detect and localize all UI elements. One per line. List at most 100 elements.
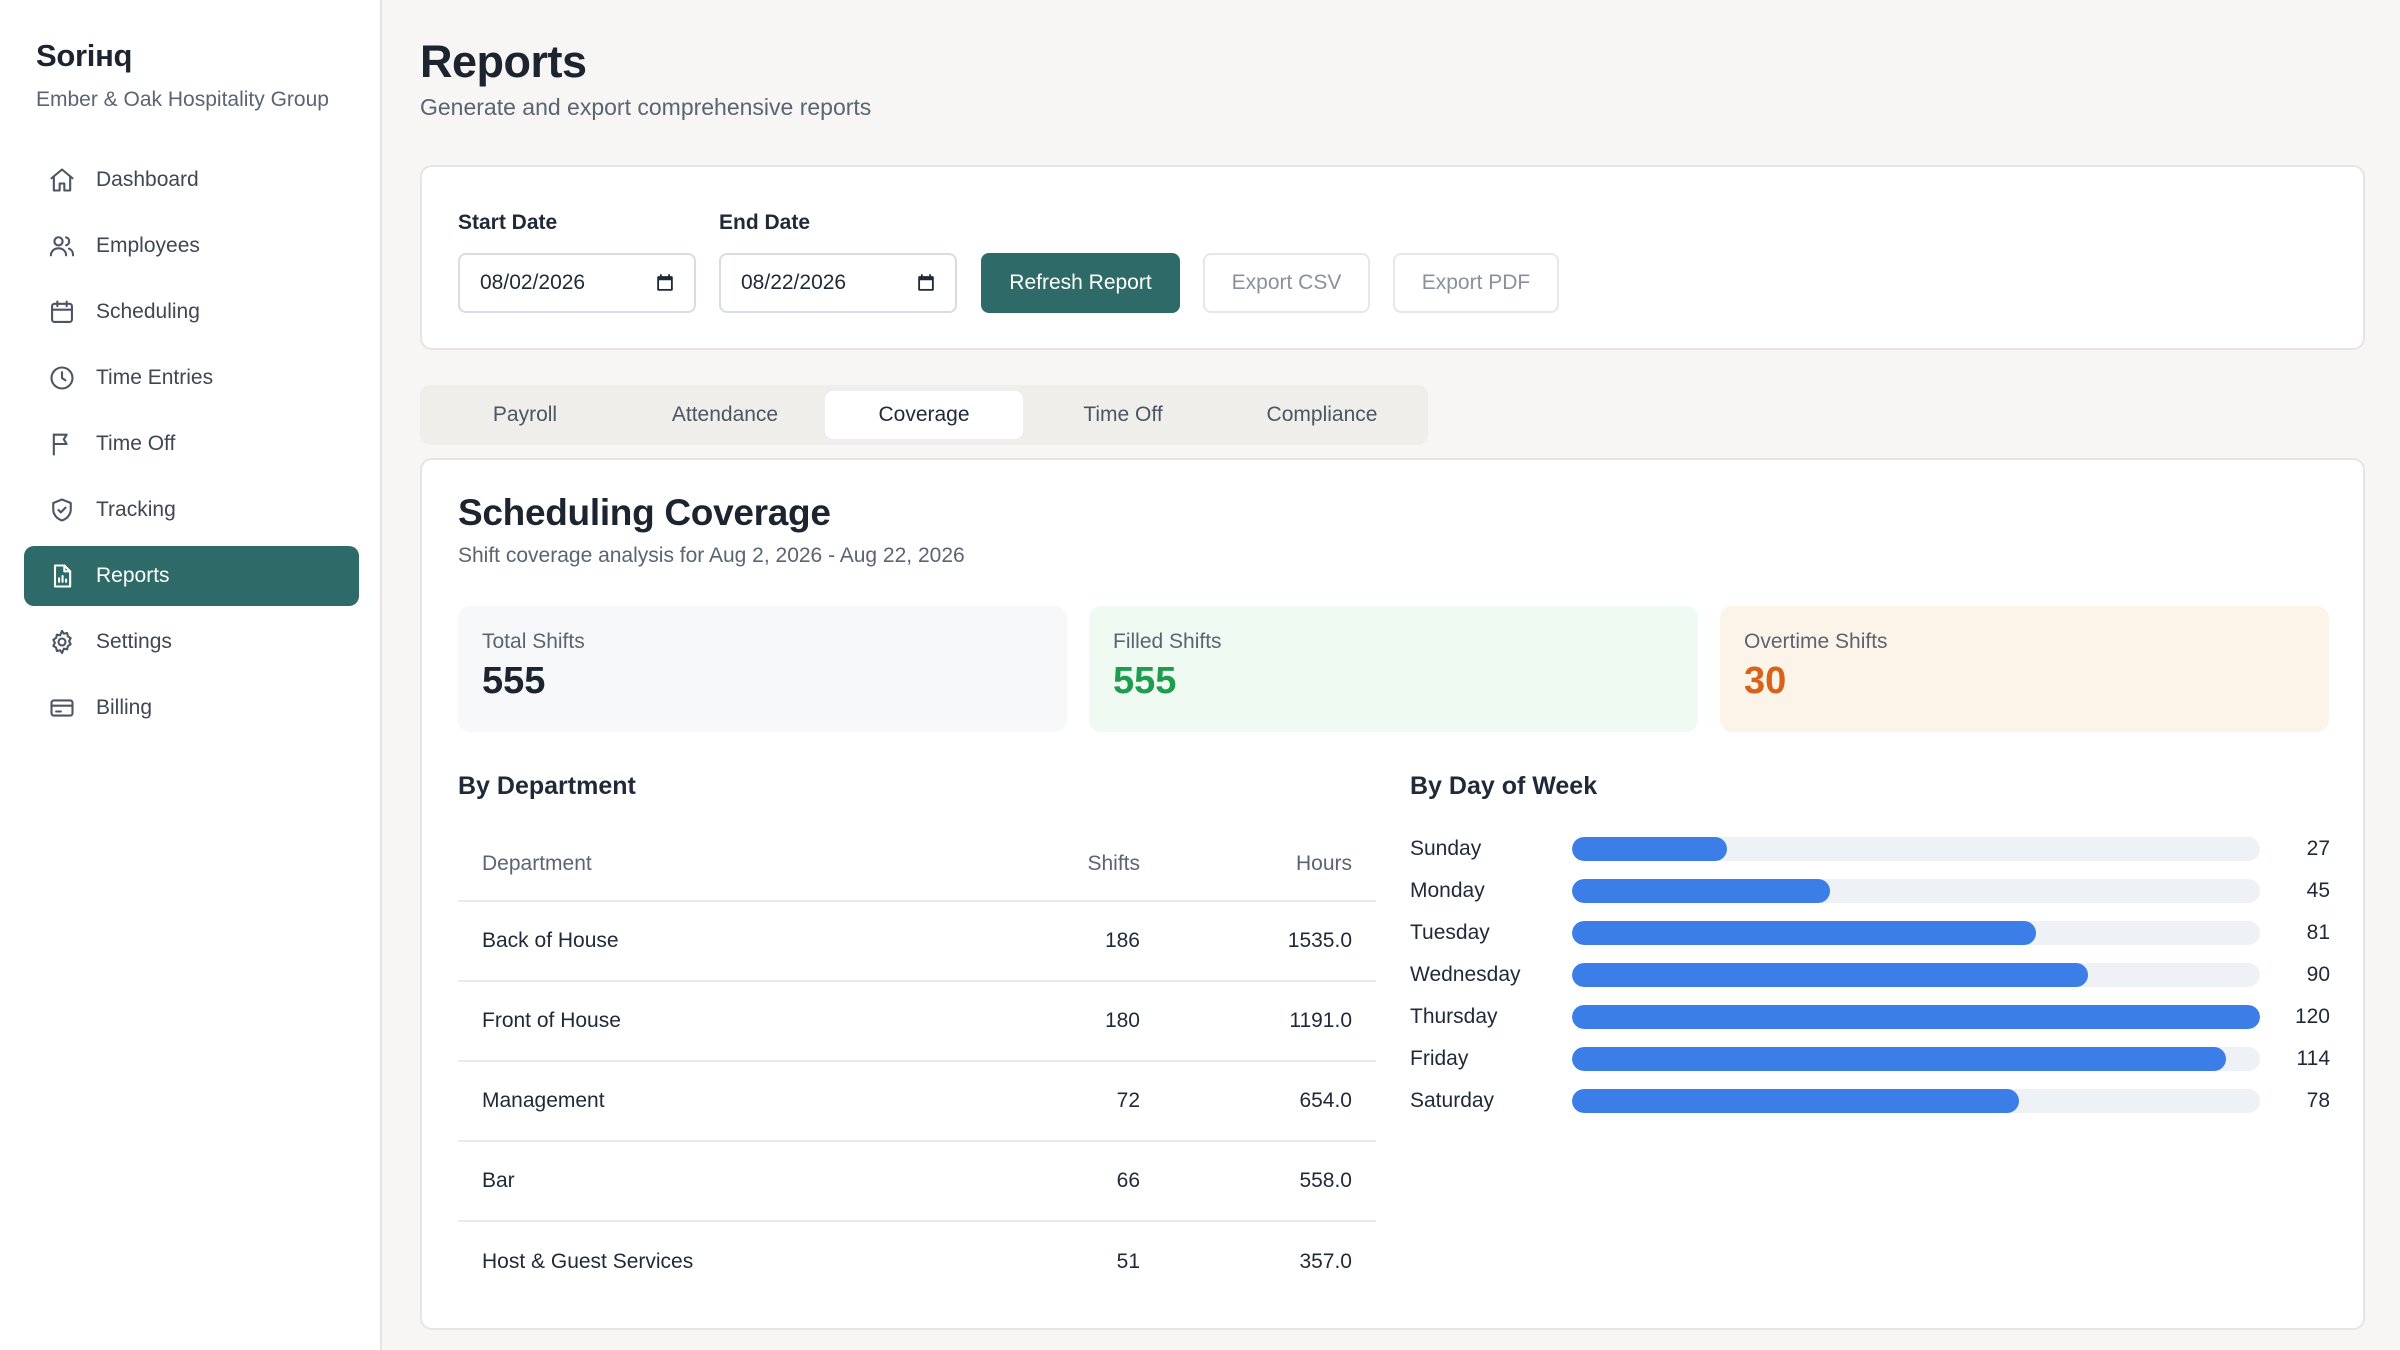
report-title: Scheduling Coverage [458,492,831,533]
brand: Soriнq Ember & Oak Hospitality Group [36,38,329,112]
sidebar-item-time-entries[interactable]: Time Entries [24,348,359,408]
export-csv-button[interactable]: Export CSV [1203,253,1370,313]
day-count: 120 [2294,1005,2330,1028]
department-table: Department Shifts Hours Back of House 18… [458,828,1376,1302]
day-label: Tuesday [1410,921,1490,944]
sidebar-item-label: Settings [96,630,172,653]
day-of-week-bars: Sunday 27 Monday 45 Tuesday 81 Wednesday… [1410,828,2330,1122]
end-date-input[interactable]: 08/22/2026 [719,253,957,313]
department-cell: Bar [482,1169,515,1192]
table-row: Bar 66 558.0 [458,1142,1376,1222]
start-date-value: 08/02/2026 [480,271,586,294]
day-row: Sunday 27 [1410,828,2330,870]
sidebar-item-label: Billing [96,696,153,719]
app-name: Soriнq [36,38,133,73]
shifts-cell: 180 [1104,1009,1140,1032]
tab-coverage[interactable]: Coverage [825,391,1023,439]
sidebar-item-label: Dashboard [96,168,199,191]
shifts-cell: 72 [1116,1089,1140,1112]
by-day-title: By Day of Week [1410,772,1598,800]
end-date-value: 08/22/2026 [741,271,847,294]
table-row: Front of House 180 1191.0 [458,982,1376,1062]
column-header-department: Department [482,852,592,875]
day-label: Friday [1410,1047,1469,1070]
day-row: Saturday 78 [1410,1080,2330,1122]
day-count: 114 [2296,1047,2330,1070]
sidebar-item-label: Scheduling [96,300,200,323]
hours-cell: 357.0 [1299,1250,1352,1273]
stat-value: 30 [1744,660,1787,702]
day-label: Sunday [1410,837,1482,860]
bar-fill [1572,879,1830,903]
sidebar-item-dashboard[interactable]: Dashboard [24,150,359,210]
sidebar-item-reports[interactable]: Reports [24,546,359,606]
day-label: Thursday [1410,1005,1498,1028]
sidebar-item-tracking[interactable]: Tracking [24,480,359,540]
tab-payroll[interactable]: Payroll [492,403,558,426]
bar-fill [1572,1005,2260,1029]
table-row: Back of House 186 1535.0 [458,902,1376,982]
total-shifts-card: Total Shifts 555 [458,606,1067,732]
clock-icon [48,364,76,392]
sidebar-item-label: Reports [96,564,170,587]
sidebar-nav: Dashboard Employees Scheduling Time Entr… [24,150,359,744]
stat-label: Total Shifts [482,630,585,653]
hours-cell: 1191.0 [1289,1009,1352,1032]
by-department-title: By Department [458,772,636,800]
sidebar-item-settings[interactable]: Settings [24,612,359,672]
sidebar-item-employees[interactable]: Employees [24,216,359,276]
tab-attendance[interactable]: Attendance [671,403,779,426]
card-icon [48,694,76,722]
bar-fill [1572,963,2088,987]
day-row: Monday 45 [1410,870,2330,912]
day-label: Wednesday [1410,963,1521,986]
page-title: Reports [420,36,587,87]
sidebar-item-scheduling[interactable]: Scheduling [24,282,359,342]
bar-track [1572,1089,2260,1113]
shield-icon [48,496,76,524]
day-count: 27 [2306,837,2330,860]
hours-cell: 654.0 [1299,1089,1352,1112]
day-row: Thursday 120 [1410,996,2330,1038]
start-date-input[interactable]: 08/02/2026 [458,253,696,313]
day-row: Tuesday 81 [1410,912,2330,954]
table-row: Host & Guest Services 51 357.0 [458,1222,1376,1302]
bar-track [1572,921,2260,945]
bar-fill [1572,837,1727,861]
start-date-label: Start Date [458,211,558,234]
day-count: 45 [2306,879,2330,902]
department-cell: Host & Guest Services [482,1250,694,1273]
refresh-report-button[interactable]: Refresh Report [981,253,1180,313]
calendar-icon[interactable] [915,272,937,294]
sidebar-item-billing[interactable]: Billing [24,678,359,738]
bar-track [1572,879,2260,903]
overtime-shifts-card: Overtime Shifts 30 [1720,606,2329,732]
column-header-shifts: Shifts [1087,852,1140,875]
page-subtitle: Generate and export comprehensive report… [420,94,872,120]
day-label: Saturday [1410,1089,1495,1112]
table-row: Management 72 654.0 [458,1062,1376,1142]
tab-compliance[interactable]: Compliance [1266,403,1378,426]
shifts-cell: 186 [1104,929,1140,952]
calendar-icon[interactable] [654,272,676,294]
gear-icon [48,628,76,656]
organization-name: Ember & Oak Hospitality Group [36,88,329,111]
coverage-report: Scheduling Coverage Shift coverage analy… [420,458,2365,1330]
day-count: 78 [2306,1089,2330,1112]
bar-fill [1572,1089,2020,1113]
column-header-hours: Hours [1295,852,1352,875]
flag-icon [48,430,76,458]
tab-time-off[interactable]: Time Off [1083,403,1163,426]
export-pdf-button[interactable]: Export PDF [1393,253,1559,313]
hours-cell: 1535.0 [1287,929,1352,952]
sidebar-item-time-off[interactable]: Time Off [24,414,359,474]
bar-track [1572,1047,2260,1071]
day-count: 81 [2306,921,2330,944]
stat-value: 555 [482,660,546,702]
shifts-cell: 66 [1116,1169,1140,1192]
bar-fill [1572,1047,2226,1071]
day-count: 90 [2306,963,2330,986]
file-icon [48,562,76,590]
sidebar-item-label: Time Entries [96,366,214,389]
table-header: Department Shifts Hours [458,828,1376,902]
